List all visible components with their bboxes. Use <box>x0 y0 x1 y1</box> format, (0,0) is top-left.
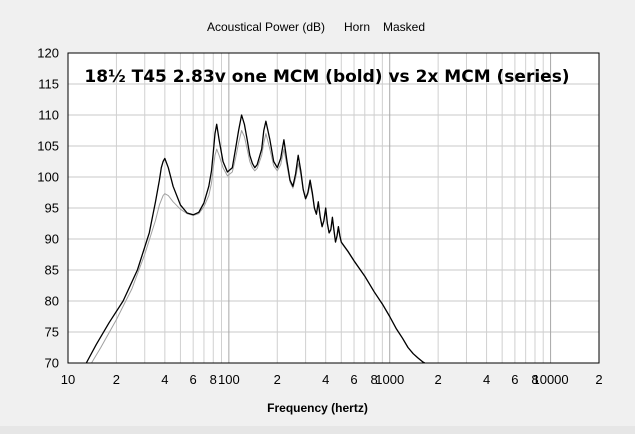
x-tick-label: 2 <box>274 372 281 387</box>
x-tick-label: 8 <box>210 372 217 387</box>
x-axis-label: Frequency (hertz) <box>267 401 368 415</box>
x-tick-label: 100 <box>218 372 240 387</box>
y-tick-label: 80 <box>45 294 59 309</box>
x-tick-label: 4 <box>483 372 490 387</box>
chart-title: 18½ T45 2.83v one MCM (bold) vs 2x MCM (… <box>84 67 569 87</box>
option-label: Masked <box>383 20 426 34</box>
y-tick-label: 70 <box>45 356 59 371</box>
x-tick-label: 2 <box>113 372 120 387</box>
y-axis: 70 75 80 85 90 95 100 105 110 115 120 <box>37 46 59 371</box>
x-tick-label: 6 <box>511 372 518 387</box>
y-tick-label: 75 <box>45 325 59 340</box>
bottom-strip <box>0 426 635 434</box>
x-tick-label: 8 <box>531 372 538 387</box>
y-tick-label: 120 <box>37 46 59 61</box>
x-tick-label: 10 <box>61 372 75 387</box>
y-tick-label: 100 <box>37 170 59 185</box>
mode-label: Horn <box>344 20 371 34</box>
x-tick-label: 2 <box>435 372 442 387</box>
x-tick-label: 6 <box>190 372 197 387</box>
y-tick-label: 115 <box>38 77 59 92</box>
y-tick-label: 90 <box>45 232 59 247</box>
series-line <box>85 114 426 364</box>
x-tick-label: 2 <box>595 372 602 387</box>
plot-frame <box>67 52 600 364</box>
x-tick-label: 10000 <box>532 372 568 387</box>
series-group <box>85 114 426 364</box>
x-tick-label: 1000 <box>375 372 404 387</box>
x-tick-label: 8 <box>371 372 378 387</box>
grid <box>68 53 599 363</box>
x-tick-label: 6 <box>350 372 357 387</box>
measurement-title: Acoustical Power (dB) <box>207 20 326 34</box>
x-tick-label: 4 <box>161 372 168 387</box>
y-tick-label: 105 <box>37 139 59 154</box>
y-tick-label: 85 <box>45 263 59 278</box>
y-tick-label: 110 <box>38 108 59 123</box>
y-tick-label: 95 <box>45 201 59 216</box>
x-tick-label: 4 <box>322 372 329 387</box>
